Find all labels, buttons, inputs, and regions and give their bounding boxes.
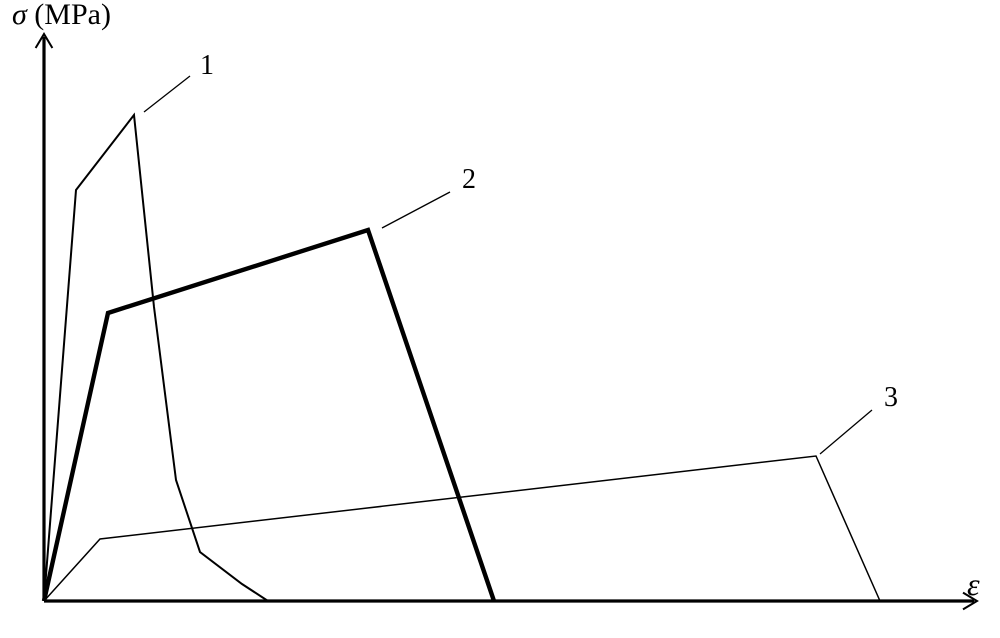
series-label-3: 3 xyxy=(884,382,898,413)
stress-strain-chart: σ (MPa) ε 1 2 3 xyxy=(0,0,1000,638)
series-label-1: 1 xyxy=(200,50,214,81)
x-axis-label: ε xyxy=(967,566,980,602)
y-axis-label: σ (MPa) xyxy=(12,0,111,31)
chart-container: { "chart": { "type": "line", "width": 10… xyxy=(0,0,1000,638)
series-label-2: 2 xyxy=(462,164,476,195)
